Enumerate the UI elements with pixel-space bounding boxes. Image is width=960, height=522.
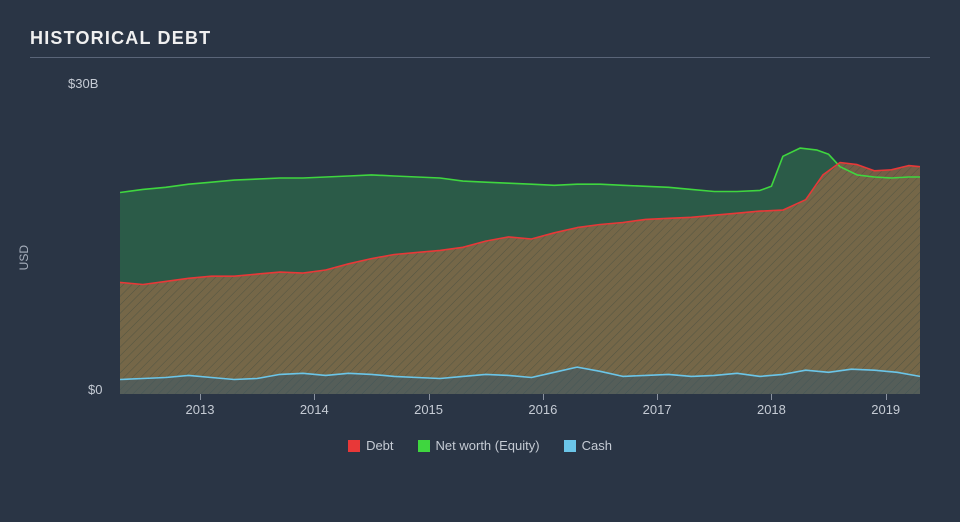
- chart-container: HISTORICAL DEBT USD $30B $0 2013 2014 2015…: [0, 0, 960, 522]
- x-tick-mark: [771, 394, 772, 400]
- legend-label-debt: Debt: [366, 438, 393, 453]
- x-tick-mark: [314, 394, 315, 400]
- legend-label-equity: Net worth (Equity): [436, 438, 540, 453]
- x-tick-label: 2013: [186, 402, 215, 417]
- title-underline: [30, 57, 930, 58]
- legend-item-cash: Cash: [564, 438, 612, 453]
- legend-item-equity: Net worth (Equity): [418, 438, 540, 453]
- y-tick-bottom: $0: [88, 382, 102, 397]
- legend-label-cash: Cash: [582, 438, 612, 453]
- x-tick-label: 2019: [871, 402, 900, 417]
- chart-title: HISTORICAL DEBT: [30, 28, 930, 49]
- legend-swatch-equity: [418, 440, 430, 452]
- legend-swatch-cash: [564, 440, 576, 452]
- x-tick-label: 2018: [757, 402, 786, 417]
- x-tick-mark: [200, 394, 201, 400]
- x-tick-label: 2016: [528, 402, 557, 417]
- y-axis-label: USD: [17, 245, 31, 270]
- x-tick-mark: [657, 394, 658, 400]
- legend-swatch-debt: [348, 440, 360, 452]
- x-tick-label: 2014: [300, 402, 329, 417]
- x-tick-label: 2017: [643, 402, 672, 417]
- x-tick-mark: [429, 394, 430, 400]
- legend: Debt Net worth (Equity) Cash: [30, 438, 930, 453]
- chart-area: USD $30B $0 2013201420152016201720182019…: [30, 76, 930, 476]
- x-tick-mark: [543, 394, 544, 400]
- x-tick-label: 2015: [414, 402, 443, 417]
- x-tick-mark: [886, 394, 887, 400]
- plot-svg: [120, 84, 920, 394]
- y-tick-top: $30B: [68, 76, 98, 91]
- legend-item-debt: Debt: [348, 438, 393, 453]
